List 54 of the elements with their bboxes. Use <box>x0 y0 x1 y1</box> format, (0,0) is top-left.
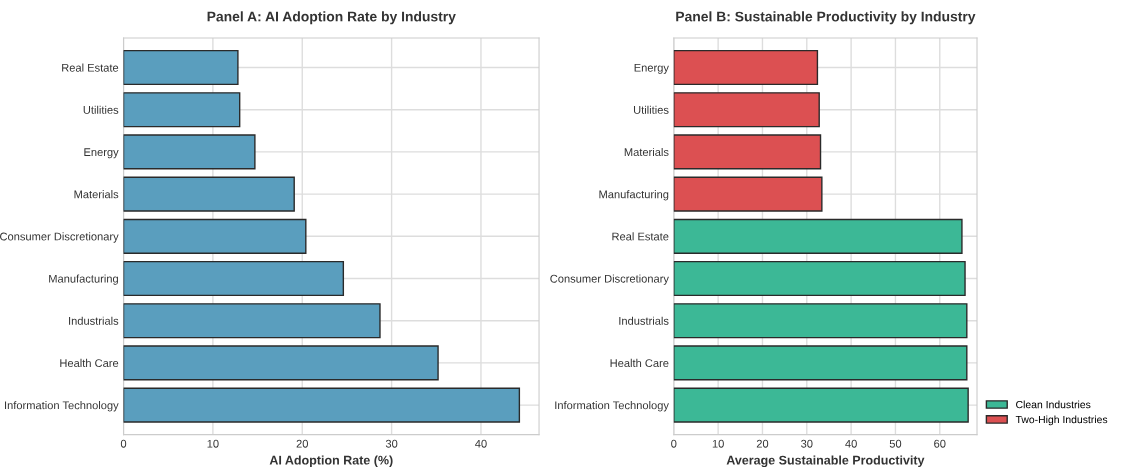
x-tick-label: 20 <box>296 439 308 448</box>
x-tick-label: 40 <box>475 439 487 448</box>
legend-label: Clean Industries <box>1016 400 1091 409</box>
y-tick-label: Utilities <box>83 105 119 114</box>
x-tick-label: 0 <box>120 439 127 448</box>
bar <box>123 303 381 339</box>
bar <box>123 176 295 212</box>
y-tick-label: Industrials <box>69 316 119 325</box>
bar <box>123 49 239 86</box>
x-tick-label: 60 <box>934 439 946 448</box>
y-tick-label: Real Estate <box>612 232 669 241</box>
y-tick-label: Energy <box>84 148 119 159</box>
x-tick-label: 50 <box>889 439 902 448</box>
y-tick-label: Health Care <box>610 358 669 368</box>
x-tick-label: 20 <box>756 439 769 448</box>
y-tick-label: Industrials <box>619 316 669 325</box>
bar <box>123 387 521 423</box>
bar <box>123 260 345 297</box>
x-axis-title: AI Adoption Rate (%) <box>269 455 393 468</box>
chart-title: Panel B: Sustainable Productivity by Industry <box>676 11 976 25</box>
bar <box>123 92 241 128</box>
x-tick-label: 30 <box>801 439 813 448</box>
y-tick-label: Utilities <box>633 105 669 114</box>
y-tick-label: Consumer Discretionary <box>0 232 119 243</box>
legend-label: Two-High Industries <box>1015 415 1108 426</box>
y-tick-label: Manufacturing <box>599 190 669 201</box>
y-tick-label: Manufacturing <box>49 274 118 285</box>
y-tick-label: Information Technology <box>5 401 119 412</box>
bar <box>123 218 307 254</box>
chart-title: Panel A: AI Adoption Rate by Industry <box>207 11 456 25</box>
y-tick-label: Materials <box>74 190 119 199</box>
x-tick-label: 0 <box>671 439 677 448</box>
y-tick-label: Materials <box>624 147 669 157</box>
bar <box>673 345 968 381</box>
bar <box>673 218 963 254</box>
bar <box>673 49 819 86</box>
x-tick-label: 10 <box>207 439 219 448</box>
y-tick-label: Consumer Discretionary <box>550 274 669 285</box>
bar <box>673 260 966 297</box>
x-axis-title: Average Sustainable Productivity <box>726 455 925 468</box>
x-tick-label: 40 <box>845 439 857 448</box>
bar <box>673 134 822 170</box>
bar <box>123 134 256 170</box>
bar <box>123 345 439 381</box>
y-tick-label: Health Care <box>60 358 119 368</box>
bar <box>673 387 969 423</box>
bar <box>673 92 820 128</box>
y-tick-label: Real Estate <box>62 63 119 72</box>
y-tick-label: Information Technology <box>555 401 669 412</box>
bar <box>673 303 968 339</box>
x-tick-label: 10 <box>712 439 724 448</box>
y-tick-label: Energy <box>634 63 669 74</box>
x-tick-label: 30 <box>385 439 398 448</box>
bar <box>673 176 823 212</box>
